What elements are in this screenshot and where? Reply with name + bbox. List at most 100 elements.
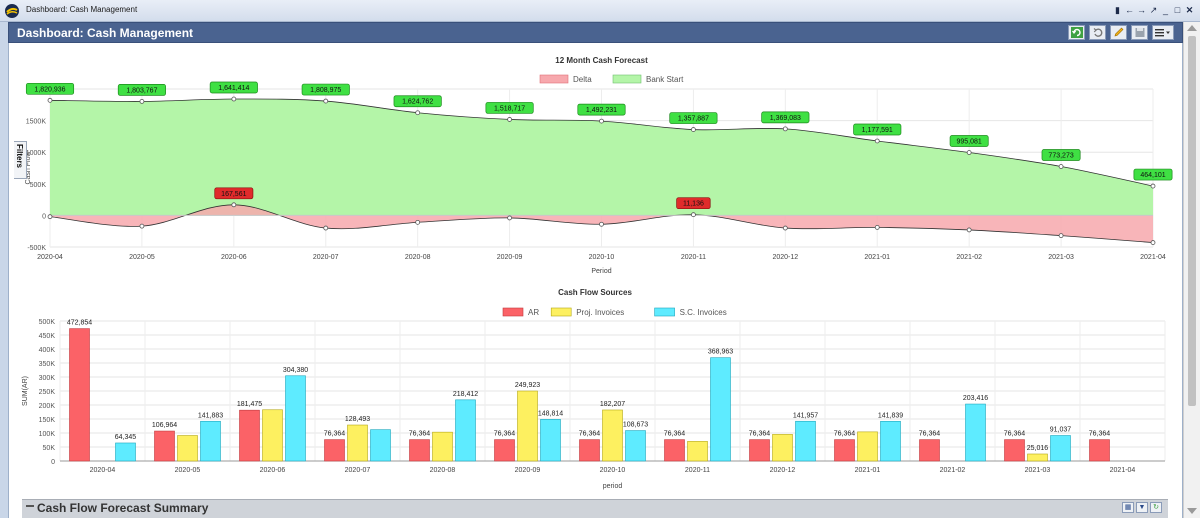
bar-ar bbox=[69, 328, 90, 462]
legend-swatch-delta bbox=[539, 74, 569, 84]
x-tick-label: 2020-09 bbox=[497, 254, 523, 261]
bank-start-data-label: 1,492,231 bbox=[586, 107, 617, 114]
x-tick-label: 2020-06 bbox=[221, 254, 247, 261]
bar-ar bbox=[919, 439, 940, 462]
bookmark-icon[interactable]: ▮ bbox=[1115, 5, 1120, 15]
bank-start-point bbox=[323, 98, 329, 104]
delta-point bbox=[599, 221, 604, 227]
y-tick-label: 150K bbox=[39, 417, 56, 424]
save-button[interactable] bbox=[1131, 25, 1148, 40]
bar-data-label: 64,345 bbox=[115, 434, 137, 441]
undo-button[interactable] bbox=[1089, 25, 1106, 40]
x-tick-label: 2020-09 bbox=[515, 467, 541, 474]
bar-proj-invoices bbox=[602, 409, 623, 462]
legend-swatch-proj-invoices bbox=[550, 307, 572, 317]
cash-flow-sources-chart: Cash Flow Sources AR Proj. Invoices S.C. In… bbox=[22, 288, 1166, 490]
bank-start-data-label: 1,820,936 bbox=[34, 86, 65, 93]
x-tick-label: 2020-12 bbox=[772, 254, 798, 261]
maximize-icon[interactable]: □ bbox=[1174, 5, 1181, 15]
delta-point bbox=[1058, 233, 1064, 239]
y-tick-label: 500K bbox=[39, 319, 56, 326]
y-tick-label: 100K bbox=[39, 431, 56, 438]
x-tick-label: 2020-06 bbox=[260, 467, 286, 474]
bank-start-data-label-box bbox=[669, 112, 718, 124]
bar-sc-invoices bbox=[710, 357, 731, 462]
window-titlebar: Dashboard: Cash Management ▮ ← → ↗ _ □ ✕ bbox=[0, 0, 1200, 22]
menu-button[interactable] bbox=[1152, 25, 1174, 40]
bar-data-label: 141,839 bbox=[878, 412, 903, 419]
bar-data-label: 141,883 bbox=[198, 412, 223, 419]
bar-data-label: 76,364 bbox=[834, 431, 856, 438]
bar-proj-invoices bbox=[687, 441, 708, 462]
scroll-down-icon[interactable] bbox=[1187, 508, 1197, 514]
bank-start-data-label-box bbox=[577, 103, 626, 116]
bar-sc-invoices bbox=[370, 429, 391, 462]
y-tick-label: 0 bbox=[51, 459, 55, 466]
close-icon[interactable]: ✕ bbox=[1185, 5, 1194, 15]
vertical-scrollbar[interactable] bbox=[1183, 22, 1200, 518]
bar-data-label: 76,364 bbox=[749, 431, 771, 438]
window-title: Dashboard: Cash Management bbox=[26, 5, 138, 14]
bank-start-data-label: 1,803,767 bbox=[126, 87, 157, 94]
bar-ar bbox=[664, 439, 685, 462]
delta-point bbox=[691, 212, 696, 218]
bank-start-point bbox=[874, 138, 880, 144]
bar-data-label: 181,475 bbox=[237, 401, 262, 408]
bar-sc-invoices bbox=[880, 420, 901, 462]
delta-point bbox=[507, 215, 512, 221]
refresh-icon[interactable]: ↻ bbox=[1150, 502, 1162, 513]
bank-start-data-label-box bbox=[209, 81, 258, 94]
delta-point bbox=[231, 202, 237, 208]
delta-point bbox=[966, 227, 972, 233]
bank-start-point bbox=[691, 127, 696, 132]
bank-start-data-label: 464,101 bbox=[1140, 172, 1165, 179]
bank-start-point bbox=[966, 150, 972, 155]
filters-tab[interactable]: Filters bbox=[14, 141, 27, 179]
save-icon bbox=[1135, 28, 1144, 37]
scroll-up-icon[interactable] bbox=[1187, 25, 1197, 31]
bar-ar bbox=[154, 430, 175, 462]
bar-sc-invoices bbox=[455, 399, 476, 462]
x-tick-label: 2021-04 bbox=[1140, 254, 1166, 261]
legend-label-bank-start: Bank Start bbox=[646, 75, 684, 84]
minimize-icon[interactable]: _ bbox=[1162, 5, 1168, 15]
collapse-icon[interactable] bbox=[26, 505, 34, 507]
delta-data-label-box bbox=[676, 197, 711, 210]
delta-data-label-box bbox=[214, 187, 254, 200]
bar-proj-invoices bbox=[262, 409, 283, 462]
menu-icon bbox=[1155, 29, 1170, 37]
scroll-thumb[interactable] bbox=[1188, 36, 1196, 406]
y-tick-label: 400K bbox=[39, 347, 56, 354]
bar-data-label: 76,364 bbox=[579, 431, 601, 438]
bank-start-point bbox=[139, 99, 145, 104]
refresh-icon bbox=[1070, 27, 1083, 38]
bank-start-data-label: 995,081 bbox=[957, 139, 982, 146]
bar-ar bbox=[834, 439, 855, 462]
bar-data-label: 182,207 bbox=[600, 401, 625, 408]
delta-point bbox=[874, 225, 880, 230]
back-arrow-icon[interactable]: ← bbox=[1125, 5, 1134, 15]
edit-button[interactable] bbox=[1110, 25, 1127, 40]
refresh-button[interactable] bbox=[1068, 25, 1085, 40]
legend-swatch-sc-invoices bbox=[654, 307, 675, 317]
y-axis-label: Cash Flow bbox=[25, 151, 32, 185]
bank-start-data-label: 773,273 bbox=[1048, 153, 1073, 160]
filter-icon[interactable]: ▼ bbox=[1136, 502, 1148, 513]
bar-proj-invoices bbox=[517, 390, 538, 462]
legend-label-proj-invoices: Proj. Invoices bbox=[576, 308, 624, 317]
popout-icon[interactable]: ↗ bbox=[1149, 5, 1158, 15]
bank-start-data-label-box bbox=[761, 111, 810, 124]
x-tick-label: 2020-10 bbox=[589, 254, 615, 261]
y-tick-label: -500K bbox=[27, 245, 46, 252]
bar-sc-invoices bbox=[965, 403, 986, 462]
dashboard-title: Dashboard: Cash Management bbox=[17, 26, 194, 40]
bar-data-label: 249,923 bbox=[515, 382, 540, 389]
bank-start-point bbox=[507, 117, 512, 122]
bar-proj-invoices bbox=[1027, 453, 1048, 462]
delta-point bbox=[47, 214, 53, 220]
bar-ar bbox=[579, 439, 600, 462]
y-tick-label: 0 bbox=[42, 213, 46, 220]
bar-chart-icon[interactable]: ▦ bbox=[1122, 502, 1134, 513]
x-axis-label: Period bbox=[591, 268, 611, 275]
forward-arrow-icon[interactable]: → bbox=[1137, 5, 1146, 15]
